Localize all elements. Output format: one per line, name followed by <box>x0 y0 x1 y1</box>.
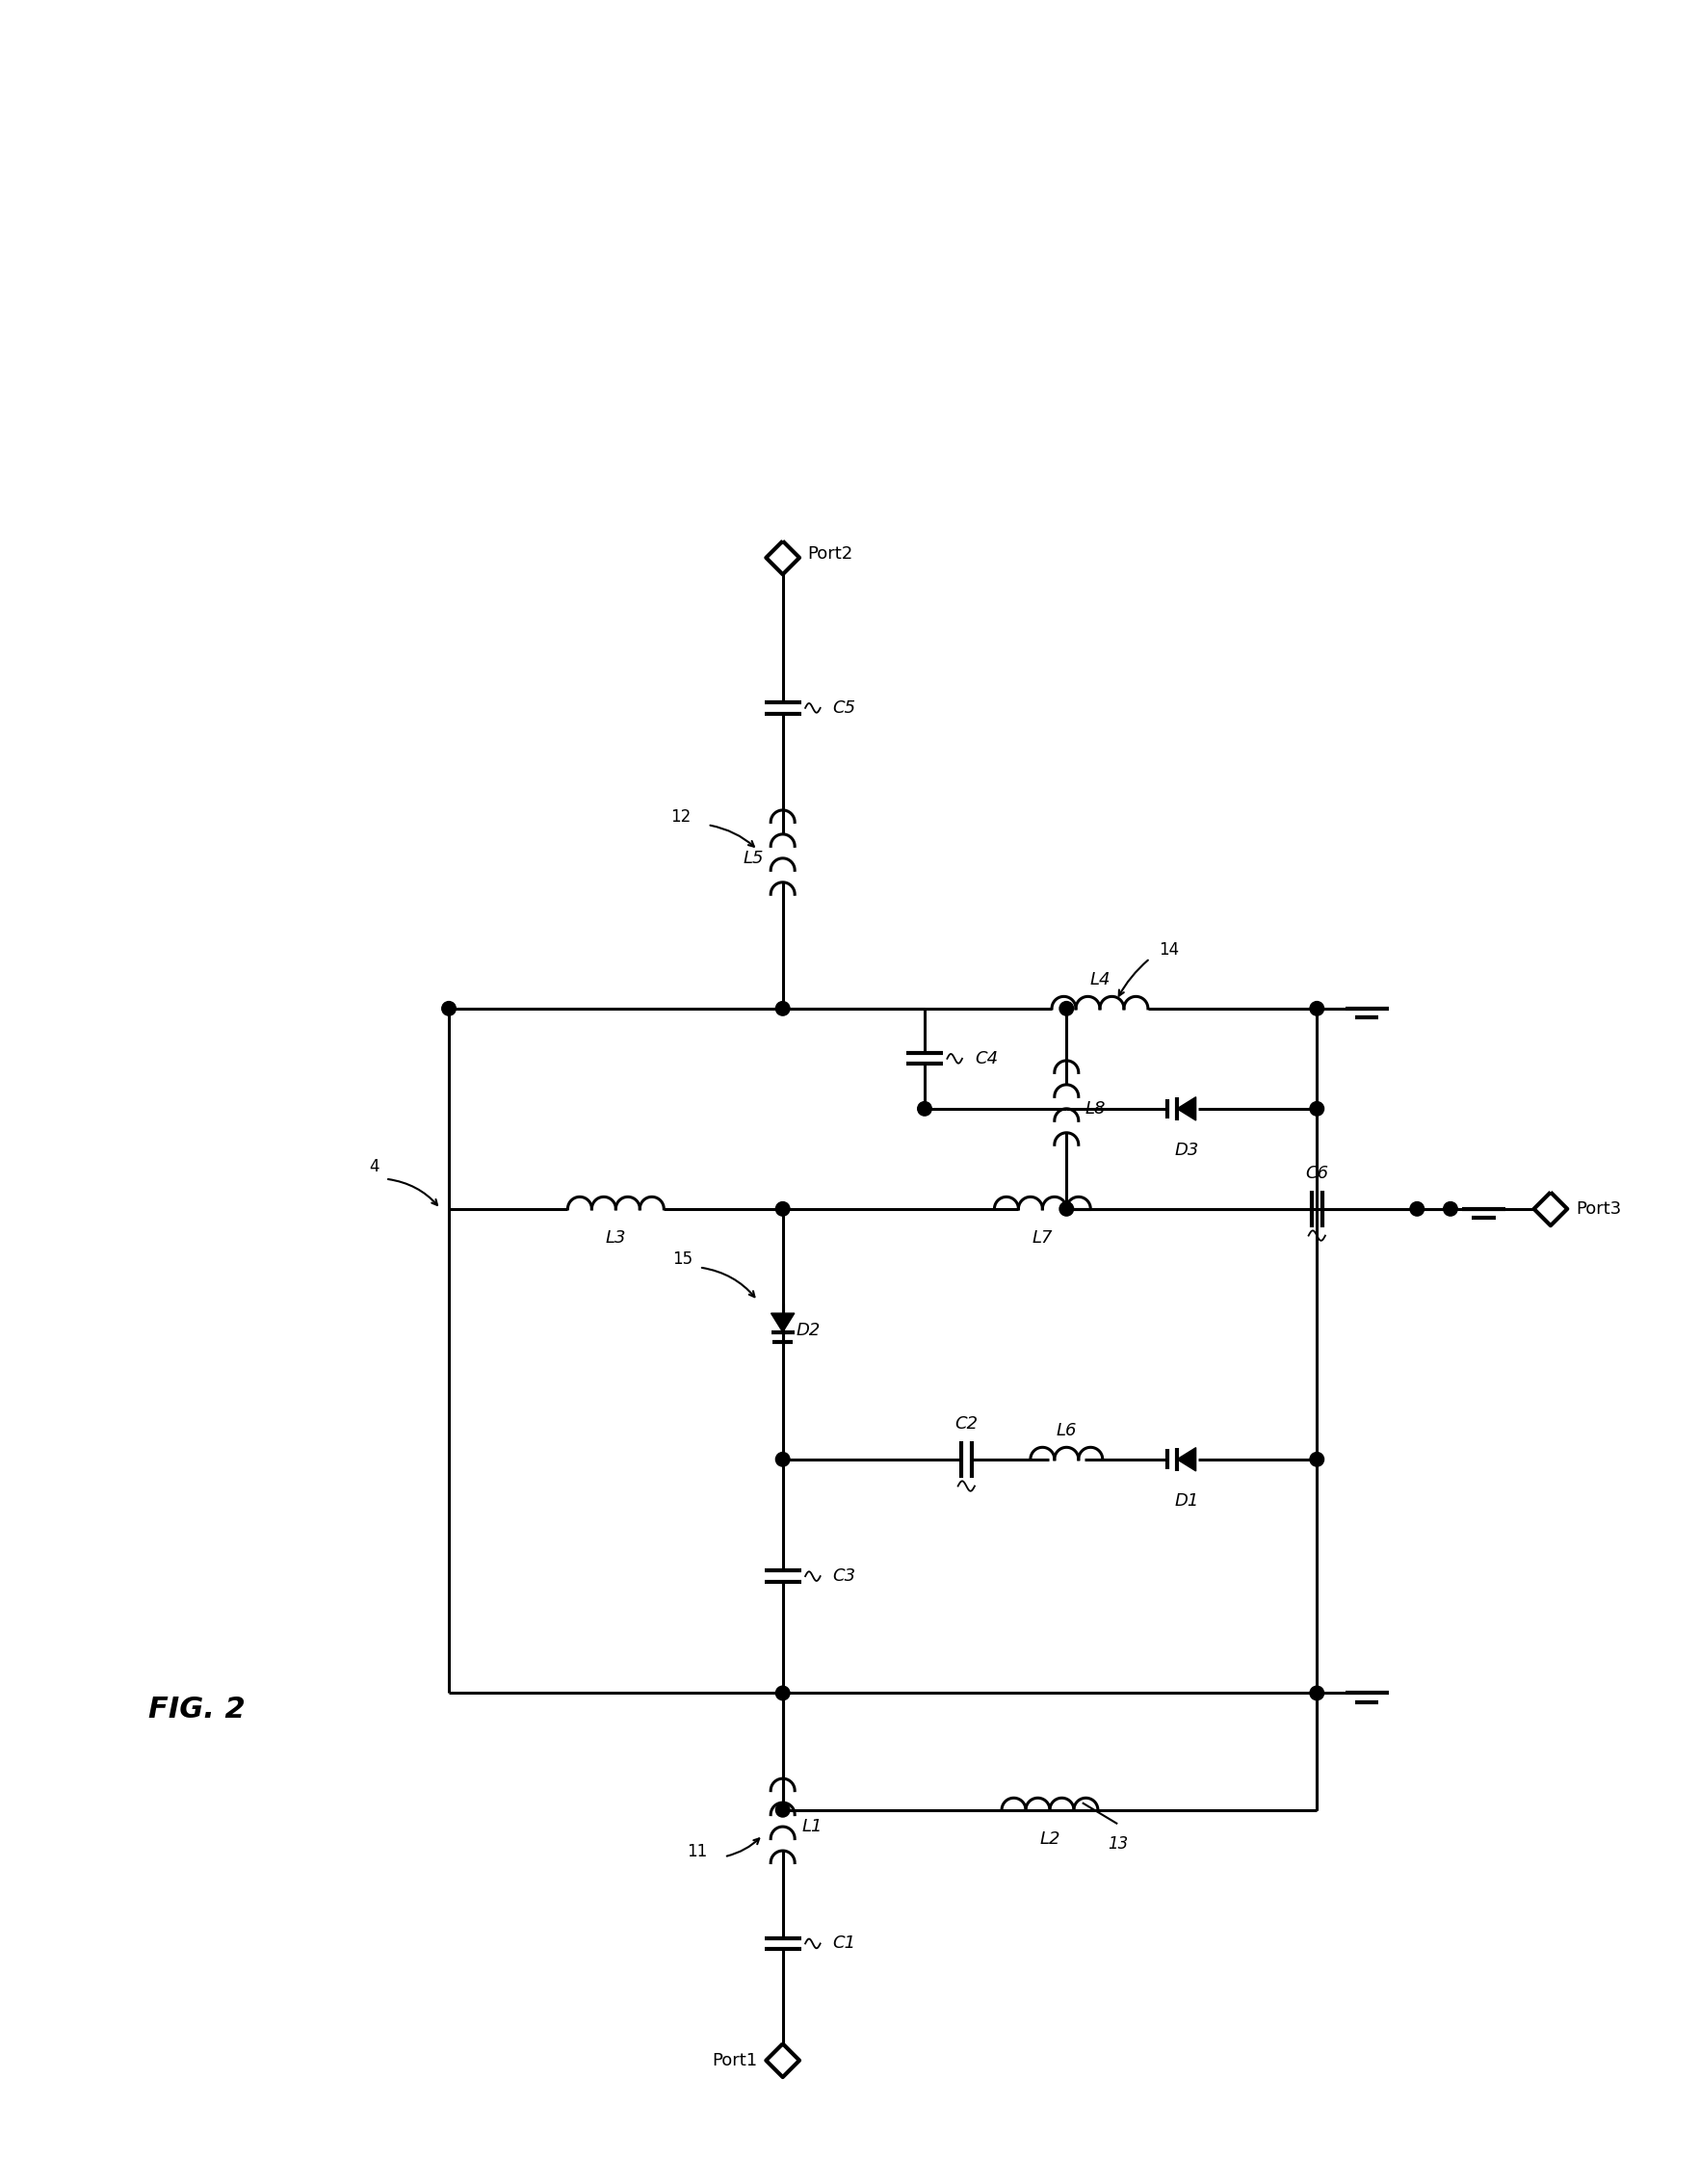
Circle shape <box>1444 1201 1458 1216</box>
Text: C5: C5 <box>833 699 856 716</box>
Polygon shape <box>771 1313 795 1332</box>
Circle shape <box>1410 1201 1424 1216</box>
Text: L4: L4 <box>1089 972 1109 987</box>
Circle shape <box>1060 1201 1074 1216</box>
Text: L3: L3 <box>605 1230 627 1247</box>
Circle shape <box>776 1804 790 1817</box>
Polygon shape <box>1177 1448 1196 1472</box>
Text: L6: L6 <box>1057 1422 1077 1439</box>
Circle shape <box>776 1002 790 1016</box>
Text: 14: 14 <box>1159 941 1179 959</box>
Circle shape <box>776 1452 790 1465</box>
Text: L7: L7 <box>1031 1230 1053 1247</box>
Text: C2: C2 <box>955 1415 979 1433</box>
Text: FIG. 2: FIG. 2 <box>148 1695 245 1723</box>
Text: C1: C1 <box>833 1935 856 1952</box>
Text: D1: D1 <box>1174 1492 1199 1509</box>
Circle shape <box>1310 1101 1324 1116</box>
Text: 15: 15 <box>673 1249 693 1267</box>
Circle shape <box>917 1101 931 1116</box>
Circle shape <box>442 1002 455 1016</box>
Text: Port3: Port3 <box>1575 1201 1621 1216</box>
Circle shape <box>776 1686 790 1699</box>
Text: C4: C4 <box>975 1051 997 1068</box>
Text: 4: 4 <box>369 1158 379 1175</box>
Text: Port2: Port2 <box>807 546 853 563</box>
Text: 13: 13 <box>1108 1835 1128 1852</box>
Text: D3: D3 <box>1174 1142 1199 1160</box>
Text: L8: L8 <box>1086 1101 1106 1118</box>
Circle shape <box>1060 1002 1074 1016</box>
Text: Port1: Port1 <box>712 2051 758 2068</box>
Circle shape <box>776 1201 790 1216</box>
Text: 11: 11 <box>686 1843 707 1861</box>
Text: L1: L1 <box>802 1817 822 1835</box>
Text: D2: D2 <box>797 1321 821 1339</box>
Text: L5: L5 <box>744 850 765 867</box>
Circle shape <box>1310 1686 1324 1699</box>
Circle shape <box>1310 1002 1324 1016</box>
Polygon shape <box>1177 1096 1196 1120</box>
Text: C6: C6 <box>1305 1164 1329 1182</box>
Text: C3: C3 <box>833 1568 856 1586</box>
Text: L2: L2 <box>1040 1830 1060 1848</box>
Text: 12: 12 <box>671 808 691 826</box>
Circle shape <box>1310 1452 1324 1465</box>
